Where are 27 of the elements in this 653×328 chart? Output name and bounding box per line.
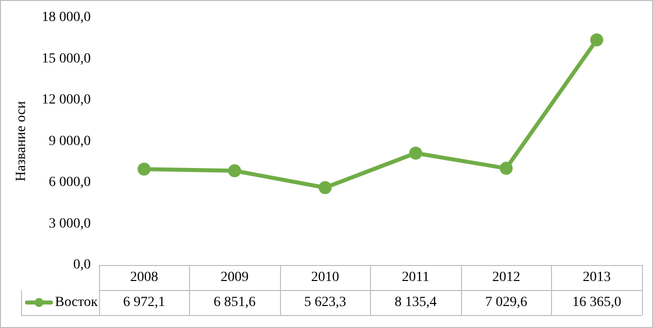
y-tick-label: 18 000,0 [42,10,91,26]
point [228,164,242,178]
data-label: 7 029,6 [485,295,528,310]
point [409,146,422,160]
legend-label: Восток [55,295,98,310]
x-tick-label: 2008 [130,270,158,286]
y-tick-label: 15 000,0 [42,51,91,66]
y-tick-label: 6 000,0 [48,175,91,190]
y-tick-label: 3 000,0 [48,216,91,232]
y-tick-label: 12 000,0 [42,92,91,108]
data-label: 6 972,1 [123,295,166,310]
point [138,162,151,176]
y-tick-label: 9 000,0 [48,134,91,149]
data-label: 8 135,4 [394,295,437,310]
x-tick-label: 2013 [582,270,611,286]
point [500,162,513,175]
y-tick-label: 0,0 [73,258,91,273]
point [318,181,332,194]
y-axis-title: Название оси [14,100,30,182]
data-label: 6 851,6 [214,295,256,310]
data-label: 16 365,0 [572,295,622,310]
x-tick-label: 2011 [402,270,430,286]
x-tick-label: 2009 [220,270,249,286]
data-label: 5 623,3 [304,295,346,310]
x-tick-label: 2012 [492,270,520,286]
x-tick-label: 2010 [311,270,340,286]
point [590,33,604,46]
